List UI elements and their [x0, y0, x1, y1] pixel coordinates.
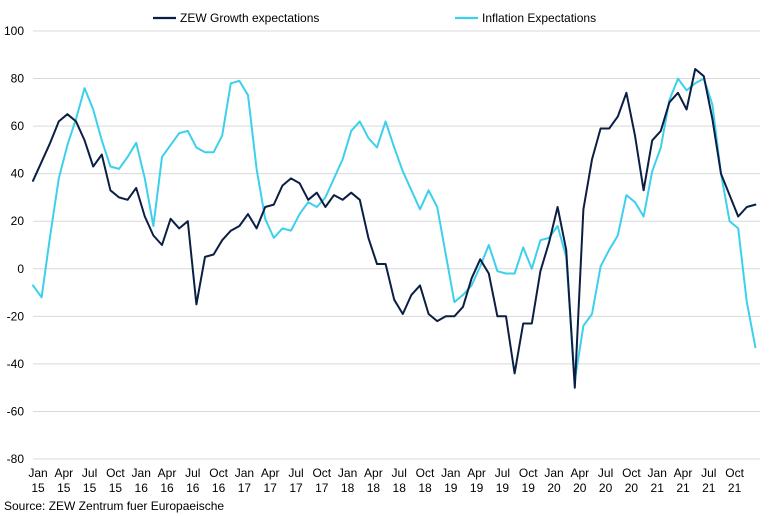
- legend: ZEW Growth expectations Inflation Expect…: [153, 11, 596, 25]
- x-tick-year-label: 15: [109, 481, 123, 495]
- x-tick-label: Jan: [235, 466, 254, 480]
- y-tick-label: -80: [7, 452, 25, 466]
- series-lines: [32, 68, 757, 389]
- x-tick-year-label: 18: [418, 481, 432, 495]
- x-tick-year-label: 20: [625, 481, 639, 495]
- legend-label-growth: ZEW Growth expectations: [180, 11, 319, 25]
- x-tick-label: Oct: [312, 466, 331, 480]
- y-tick-label: 40: [11, 167, 25, 181]
- series-line-inflation-expectations: [32, 77, 757, 382]
- x-tick-label: Jul: [82, 466, 97, 480]
- x-tick-year-label: 16: [186, 481, 200, 495]
- x-tick-label: Oct: [622, 466, 641, 480]
- x-tick-year-label: 20: [573, 481, 587, 495]
- x-tick-year-label: 18: [341, 481, 355, 495]
- y-tick-label: 20: [11, 214, 25, 228]
- x-tick-year-label: 21: [651, 481, 665, 495]
- x-tick-label: Jan: [338, 466, 357, 480]
- x-tick-year-label: 19: [522, 481, 536, 495]
- x-tick-year-label: 15: [57, 481, 71, 495]
- x-tick-label: Jul: [598, 466, 613, 480]
- x-tick-year-label: 16: [212, 481, 226, 495]
- x-tick-label: Apr: [261, 466, 280, 480]
- y-tick-label: 0: [17, 262, 24, 276]
- x-tick-label: Jan: [132, 466, 151, 480]
- x-tick-label: Oct: [725, 466, 744, 480]
- x-tick-year-label: 17: [289, 481, 303, 495]
- x-tick-label: Jul: [701, 466, 716, 480]
- x-tick-label: Jan: [544, 466, 563, 480]
- x-tick-year-label: 18: [367, 481, 381, 495]
- y-tick-label: 60: [11, 119, 25, 133]
- series-line-growth-expectations: [32, 68, 757, 389]
- y-tick-label: 100: [4, 24, 24, 38]
- x-tick-year-label: 15: [83, 481, 97, 495]
- x-tick-year-label: 18: [393, 481, 407, 495]
- x-tick-year-label: 19: [444, 481, 458, 495]
- x-tick-year-label: 21: [676, 481, 690, 495]
- x-tick-label: Apr: [467, 466, 486, 480]
- x-tick-year-label: 16: [135, 481, 149, 495]
- x-axis-ticks: Jan15Apr15Jul15Oct15Jan16Apr16Jul16Oct16…: [28, 466, 744, 495]
- y-tick-label: 80: [11, 72, 25, 86]
- x-tick-year-label: 17: [264, 481, 278, 495]
- x-tick-label: Oct: [209, 466, 228, 480]
- y-tick-label: -20: [7, 309, 25, 323]
- y-tick-label: -60: [7, 404, 25, 418]
- x-tick-year-label: 21: [702, 481, 716, 495]
- y-tick-label: -40: [7, 357, 25, 371]
- x-tick-label: Apr: [674, 466, 693, 480]
- x-tick-label: Jul: [185, 466, 200, 480]
- x-tick-label: Apr: [570, 466, 589, 480]
- x-tick-label: Oct: [519, 466, 538, 480]
- x-tick-label: Oct: [416, 466, 435, 480]
- x-tick-year-label: 20: [547, 481, 561, 495]
- x-tick-label: Jan: [441, 466, 460, 480]
- legend-label-inflation: Inflation Expectations: [482, 11, 596, 25]
- x-tick-year-label: 19: [496, 481, 510, 495]
- source-note: Source: ZEW Zentrum fuer Europaeische: [4, 499, 224, 513]
- x-tick-year-label: 16: [160, 481, 174, 495]
- x-tick-label: Jul: [495, 466, 510, 480]
- x-tick-label: Jul: [288, 466, 303, 480]
- x-tick-label: Apr: [54, 466, 73, 480]
- x-tick-label: Jan: [648, 466, 667, 480]
- x-tick-label: Apr: [364, 466, 383, 480]
- gridlines: [33, 30, 760, 460]
- x-tick-label: Jan: [28, 466, 47, 480]
- x-tick-year-label: 19: [470, 481, 484, 495]
- x-tick-year-label: 20: [599, 481, 613, 495]
- y-axis-ticks: 100 80 60 40 20 0 -20 -40 -60 -80: [4, 24, 24, 466]
- x-tick-label: Oct: [106, 466, 125, 480]
- x-tick-year-label: 21: [728, 481, 742, 495]
- x-tick-year-label: 15: [31, 481, 45, 495]
- x-tick-year-label: 17: [238, 481, 252, 495]
- x-tick-label: Apr: [158, 466, 177, 480]
- x-tick-label: Jul: [392, 466, 407, 480]
- x-tick-year-label: 17: [315, 481, 329, 495]
